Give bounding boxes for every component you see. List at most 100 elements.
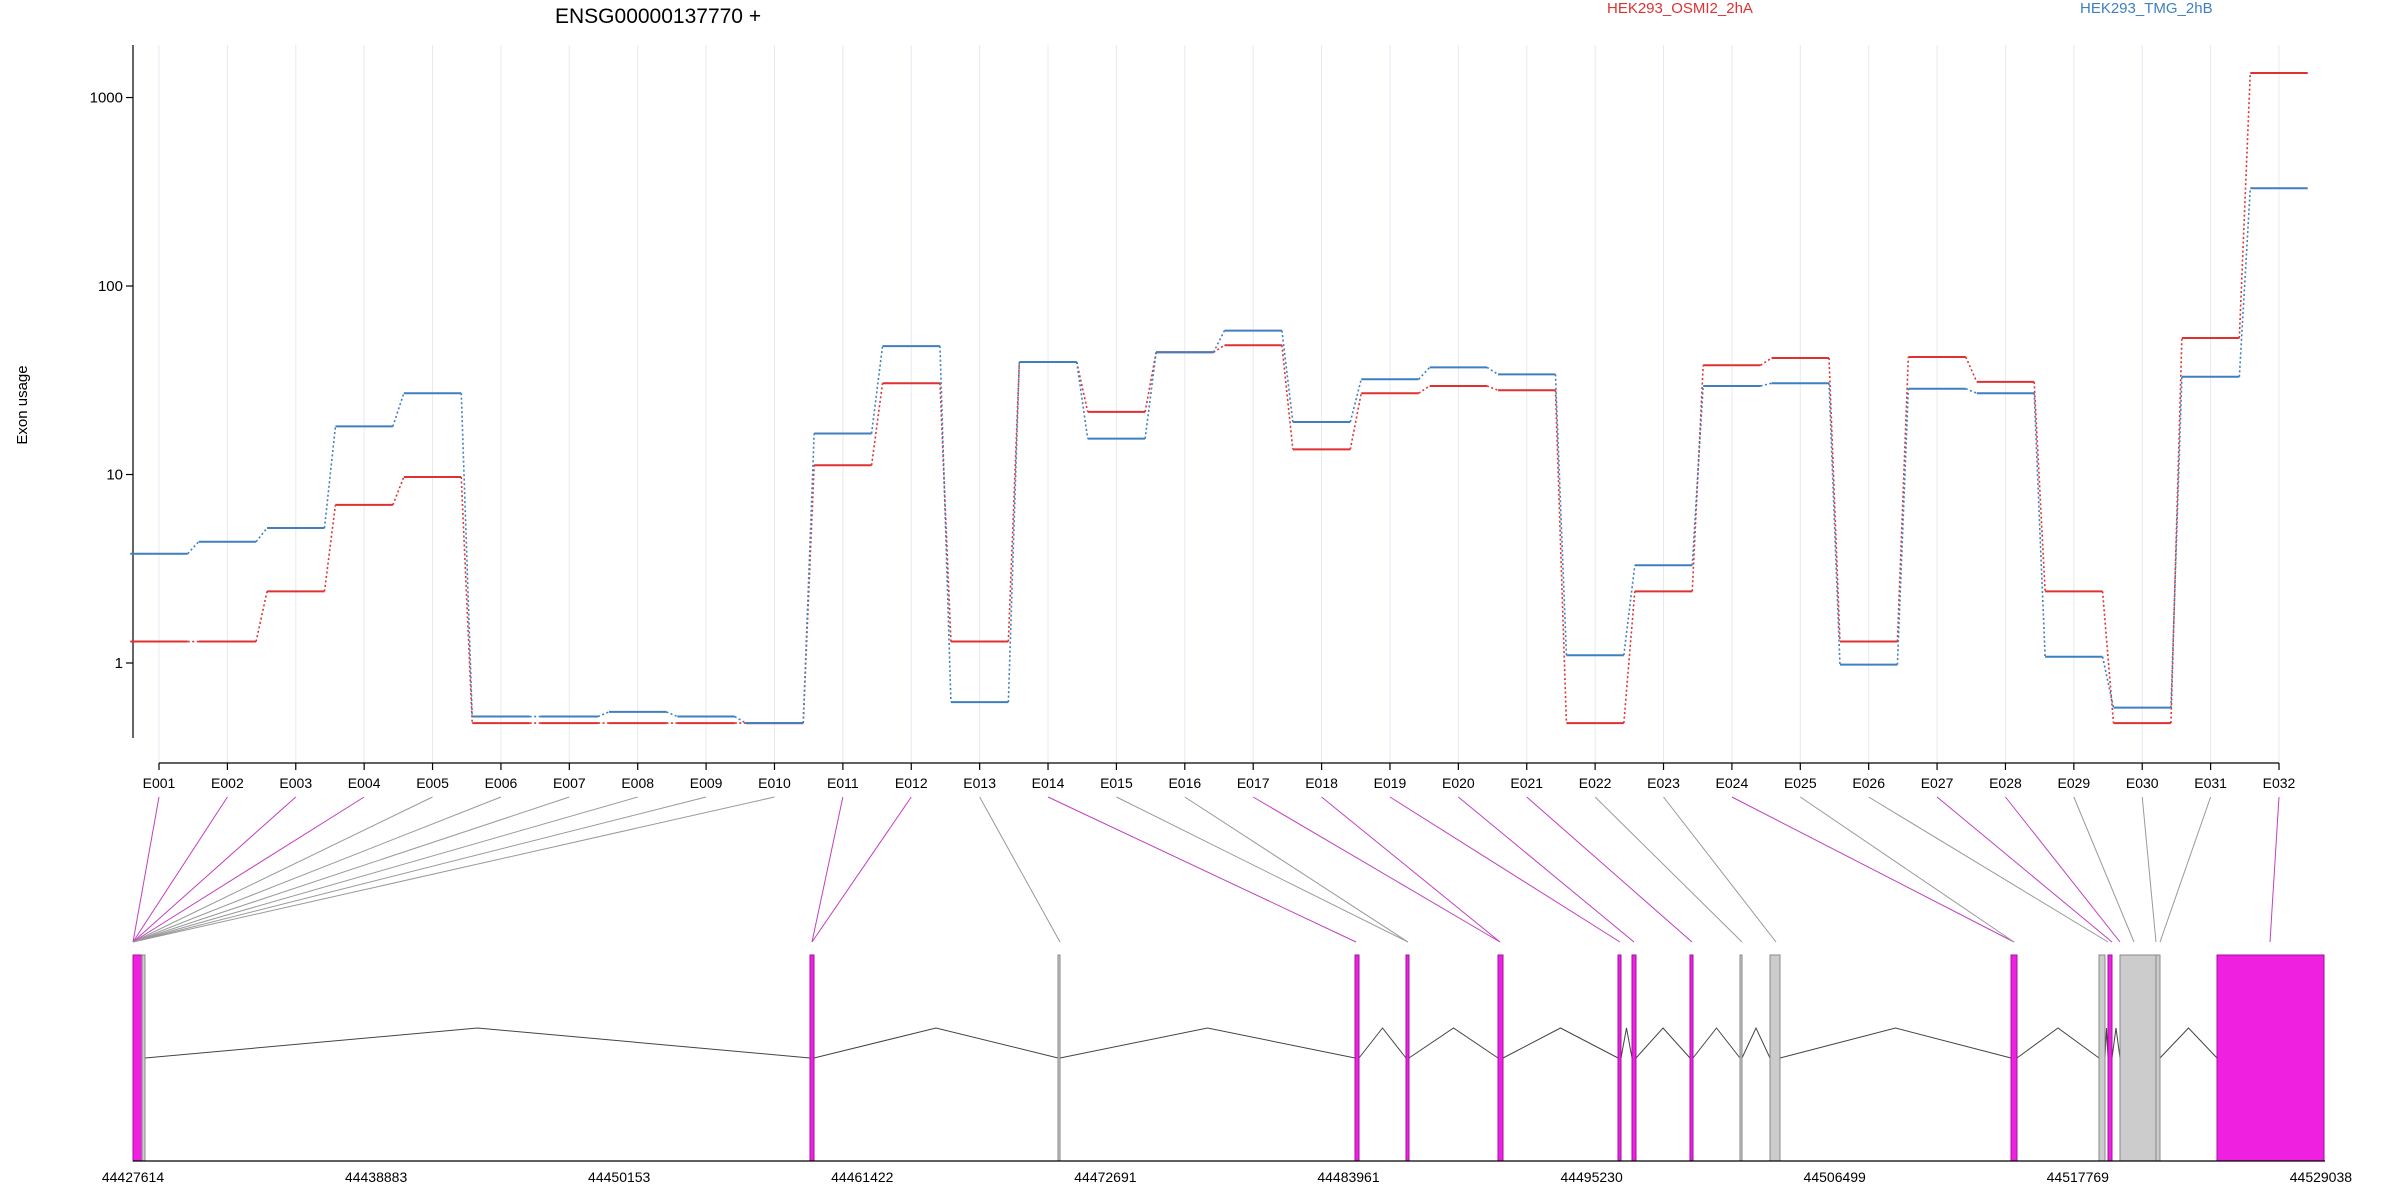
x-tick-label-e017: E017	[1237, 775, 1270, 791]
series-hek293_osmi2_2ha-link-17	[1281, 345, 1294, 450]
x-tick-label-e027: E027	[1921, 775, 1954, 791]
connector-e002	[132, 796, 228, 943]
gene-exon-12	[1769, 954, 1781, 1162]
genomic-tick-44461422: 44461422	[831, 1169, 894, 1185]
series-hek293_osmi2_2ha-link-20	[1486, 385, 1499, 391]
chart-title: ENSG00000137770 +	[555, 5, 761, 28]
connector-e001	[132, 796, 160, 943]
series-hek293_osmi2_2ha-link-10	[802, 465, 815, 724]
gene-exon-7	[1497, 954, 1504, 1162]
series-hek293_osmi2_2ha-link-5	[460, 476, 474, 724]
connector-e005	[132, 796, 433, 943]
gene-exon-17	[2155, 954, 2161, 1162]
x-tick-label-e002: E002	[211, 775, 244, 791]
y-axis-label: Exon usage	[14, 365, 31, 444]
genomic-tick-44506499: 44506499	[1804, 1169, 1867, 1185]
x-tick-label-e024: E024	[1716, 775, 1749, 791]
x-tick-label-e022: E022	[1579, 775, 1612, 791]
series-hek293_tmg_2hb-link-5	[460, 393, 474, 717]
x-tick-label-e005: E005	[416, 775, 449, 791]
x-tick-label-e014: E014	[1032, 775, 1065, 791]
y-tick-label-1000: 1000	[90, 90, 123, 107]
series-hek293_osmi2_2ha-link-29	[2101, 591, 2115, 724]
connector-e009	[132, 796, 707, 943]
series-hek293_osmi2_2ha-link-22	[1623, 591, 1636, 724]
legend-hek293_osmi2_2ha: HEK293_OSMI2_2hA	[1607, 0, 1753, 17]
series-hek293_osmi2_2ha-link-4	[392, 476, 405, 506]
connector-e014	[1047, 796, 1357, 943]
genomic-tick-44529038: 44529038	[2290, 1169, 2353, 1185]
series-hek293_tmg_2hb-link-19	[1418, 366, 1431, 380]
series-hek293_osmi2_2ha-link-25	[1828, 357, 1841, 642]
genomic-tick-44427614: 44427614	[102, 1169, 165, 1185]
x-tick-label-e008: E008	[621, 775, 654, 791]
connector-e011	[811, 796, 844, 943]
intron-10	[1692, 1027, 1741, 1059]
exon-connectors	[132, 796, 2280, 943]
genomic-tick-44483961: 44483961	[1317, 1169, 1380, 1185]
connector-e021	[1526, 796, 1693, 943]
gene-exon-8	[1617, 954, 1622, 1162]
x-tick-label-e007: E007	[553, 775, 586, 791]
connector-e029	[2073, 796, 2135, 943]
series-hek293_tmg_2hb-link-15	[1144, 352, 1157, 439]
y-tick-label-1: 1	[115, 655, 123, 672]
y-tick-label-10: 10	[106, 467, 123, 484]
genomic-tick-44438883: 44438883	[345, 1169, 408, 1185]
series-hek293_tmg_2hb-link-17	[1281, 330, 1294, 423]
connector-e019	[1389, 796, 1621, 943]
series-hek293_osmi2_2ha-link-2	[255, 591, 268, 642]
series-hek293_tmg_2hb-link-8	[666, 711, 678, 718]
x-tick-label-e019: E019	[1374, 775, 1407, 791]
connector-e025	[1800, 796, 2015, 943]
series-hek293_osmi2_2ha-link-3	[323, 504, 337, 592]
intron-8	[1620, 1027, 1633, 1059]
series-lines	[130, 71, 2308, 725]
intron-6	[1408, 1027, 1499, 1059]
connector-e027	[1936, 796, 2113, 943]
gene-exon-18	[2216, 954, 2325, 1162]
series-hek293_tmg_2hb-link-10	[802, 433, 815, 724]
x-tick-label-e020: E020	[1442, 775, 1475, 791]
gene-exon-6	[1405, 954, 1410, 1162]
series-hek293_osmi2_2ha-link-28	[2033, 381, 2046, 592]
series-hek293_tmg_2hb-link-1	[187, 541, 200, 555]
connector-e015	[1116, 796, 1409, 943]
series-hek293_osmi2_2ha-link-16	[1213, 344, 1225, 353]
series-hek293_tmg_2hb-link-20	[1486, 366, 1499, 376]
x-tick-label-e011: E011	[827, 775, 859, 791]
intron-5	[1358, 1027, 1407, 1059]
x-tick-label-e026: E026	[1852, 775, 1885, 791]
series-hek293_tmg_2hb-link-14	[1075, 361, 1089, 439]
genomic-tick-44495230: 44495230	[1560, 1169, 1623, 1185]
x-tick-label-e016: E016	[1168, 775, 1201, 791]
connector-e006	[132, 796, 502, 943]
y-tick-label-100: 100	[98, 278, 123, 295]
series-hek293_osmi2_2ha-link-11	[870, 383, 884, 466]
connector-e032	[2269, 796, 2280, 943]
connector-e022	[1594, 796, 1743, 943]
connector-e028	[2005, 796, 2121, 943]
x-tick-label-e028: E028	[1989, 775, 2022, 791]
series-hek293_tmg_2hb-link-18	[1349, 379, 1363, 423]
x-tick-label-e006: E006	[485, 775, 518, 791]
intron-9	[1635, 1027, 1691, 1059]
connector-e008	[132, 796, 638, 943]
x-tick-label-e003: E003	[279, 775, 312, 791]
connector-e017	[1252, 796, 1501, 943]
gene-exon-3	[809, 954, 815, 1162]
x-tick-label-e021: E021	[1510, 775, 1543, 791]
x-tick-label-e013: E013	[963, 775, 996, 791]
series-hek293_tmg_2hb-link-2	[255, 527, 268, 543]
series-hek293_tmg_2hb-link-23	[1691, 385, 1704, 566]
vertical-grid	[158, 45, 2280, 763]
connector-e004	[132, 796, 365, 943]
series-hek293_tmg_2hb-link-26	[1896, 388, 1910, 665]
series-hek293_tmg_2hb-link-25	[1828, 383, 1841, 665]
x-tick-label-e009: E009	[690, 775, 723, 791]
connector-e007	[132, 796, 570, 943]
series-hek293_tmg_2hb-link-12	[939, 346, 952, 703]
x-tick-label-e025: E025	[1784, 775, 1817, 791]
x-tick-label-e018: E018	[1305, 775, 1338, 791]
